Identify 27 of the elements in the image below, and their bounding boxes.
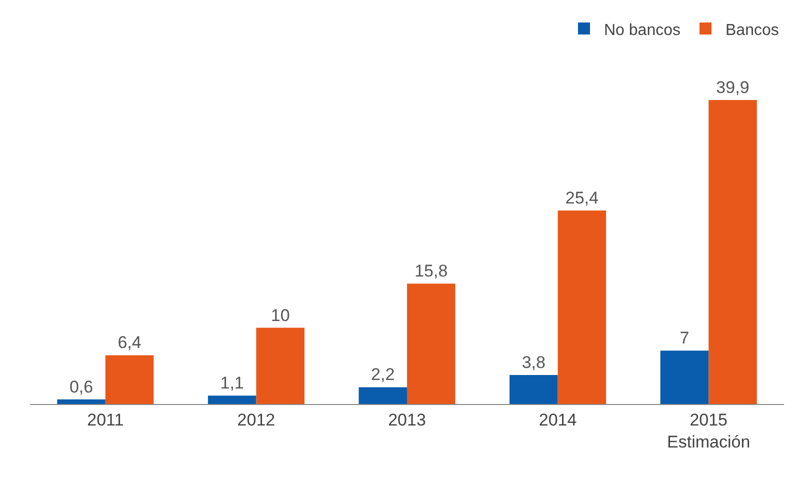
data-label: 6,4 — [118, 333, 142, 352]
data-label: 39,9 — [716, 78, 750, 97]
bar — [256, 328, 304, 404]
bar — [407, 284, 456, 404]
data-label: 7 — [680, 328, 690, 348]
bar — [208, 396, 256, 404]
x-tick-label: 2014 — [538, 410, 577, 430]
bar — [660, 350, 709, 404]
legend-label: Bancos — [726, 22, 779, 39]
x-tick-label: 2015 Estimación — [667, 410, 750, 452]
bar — [558, 210, 606, 404]
x-tick-label: 2012 — [237, 410, 276, 430]
bar — [358, 387, 407, 404]
bar — [57, 399, 106, 404]
data-label: 0,6 — [69, 377, 94, 396]
data-label: 25,4 — [565, 188, 598, 208]
x-tick-label: 2013 — [388, 410, 426, 430]
bar — [105, 355, 154, 404]
x-tick-label: 2011 — [87, 410, 124, 430]
data-label: 10 — [270, 306, 290, 325]
data-label: 3,8 — [522, 353, 546, 372]
data-label: 15,8 — [414, 262, 448, 281]
bar — [708, 100, 757, 404]
bar — [510, 375, 558, 404]
legend-label: No bancos — [604, 22, 680, 39]
data-label: 1,1 — [220, 374, 244, 393]
data-label: 2,2 — [371, 365, 395, 384]
